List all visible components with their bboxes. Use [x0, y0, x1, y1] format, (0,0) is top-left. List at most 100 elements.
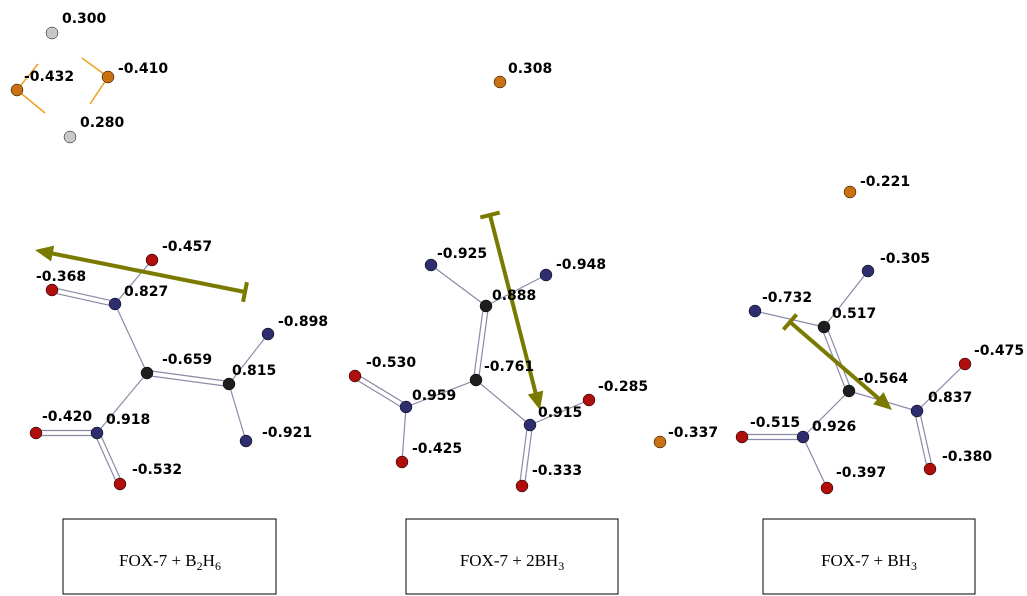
- charge-label: -0.457: [162, 239, 212, 255]
- charge-label: -0.368: [36, 269, 86, 285]
- dipole-arrowhead: [35, 246, 54, 262]
- charge-label: -0.285: [598, 379, 648, 395]
- atom: [797, 431, 809, 443]
- charge-label: 0.918: [106, 412, 150, 428]
- caption-text: H: [203, 551, 215, 570]
- atom: [821, 482, 833, 494]
- charge-label: -0.530: [366, 355, 416, 371]
- molecule: 0.300 -0.432 -0.410 0.280 -0.457 -0.368 0.827 -…: [11, 11, 328, 490]
- charge-label: -0.564: [858, 371, 908, 387]
- dipole-arrow: [790, 322, 881, 401]
- caption: FOX-7 + BH3: [821, 551, 917, 573]
- charge-label: -0.659: [162, 352, 212, 368]
- atom: [470, 374, 482, 386]
- charge-label: -0.305: [880, 251, 930, 267]
- atom: [583, 394, 595, 406]
- charge-label: -0.948: [556, 257, 606, 273]
- caption-subscript: 6: [215, 559, 221, 573]
- atom: [425, 259, 437, 271]
- charge-label: 0.280: [80, 115, 125, 131]
- charge-label: 0.827: [124, 284, 168, 300]
- bond: [147, 375, 229, 386]
- atom: [91, 427, 103, 439]
- atom: [102, 71, 114, 83]
- bond: [474, 306, 484, 380]
- atom: [114, 478, 126, 490]
- bond: [402, 407, 406, 462]
- bond: [99, 432, 122, 483]
- atom: [924, 463, 936, 475]
- bond: [115, 304, 147, 373]
- bond: [803, 437, 827, 488]
- charge-label: 0.888: [492, 288, 536, 304]
- atom: [396, 456, 408, 468]
- charge-label: -0.337: [668, 425, 718, 441]
- atom: [240, 435, 252, 447]
- caption-subscript: 3: [911, 559, 917, 573]
- caption-text: FOX-7 + BH: [821, 551, 911, 570]
- charge-label: 0.959: [412, 388, 456, 404]
- charge-label: -0.532: [132, 462, 182, 478]
- atom: [654, 436, 666, 448]
- atom: [749, 305, 761, 317]
- atom: [141, 367, 153, 379]
- charge-label: -0.432: [24, 69, 74, 85]
- charge-label: 0.815: [232, 363, 276, 379]
- charge-label: -0.475: [974, 343, 1024, 359]
- atom: [480, 300, 492, 312]
- atom: [818, 321, 830, 333]
- atom: [736, 431, 748, 443]
- atom: [46, 284, 58, 296]
- charge-label: -0.425: [412, 441, 462, 457]
- atom: [223, 378, 235, 390]
- atom: [349, 370, 361, 382]
- bond: [476, 380, 530, 425]
- atom: [524, 419, 536, 431]
- bond: [229, 384, 246, 441]
- charge-label: 0.915: [538, 405, 582, 421]
- charge-label: 0.300: [62, 11, 107, 27]
- atom: [30, 427, 42, 439]
- caption-subscript: 3: [558, 559, 564, 573]
- charge-label: 0.517: [832, 306, 876, 322]
- atom: [146, 254, 158, 266]
- atom: [540, 269, 552, 281]
- charge-label: -0.333: [532, 463, 582, 479]
- charge-label: -0.515: [750, 415, 800, 431]
- atom: [516, 480, 528, 492]
- atom: [844, 186, 856, 198]
- charge-label: -0.921: [262, 425, 312, 441]
- atom: [11, 84, 23, 96]
- bond: [95, 434, 118, 485]
- molecule: 0.308 -0.925 -0.948 0.888 -0.761 -0.530 0.959 -…: [349, 61, 718, 492]
- caption: FOX-7 + 2BH3: [460, 551, 564, 573]
- atom: [911, 405, 923, 417]
- charge-label: -0.925: [437, 246, 487, 262]
- charge-label: -0.380: [942, 449, 992, 465]
- charge-label: -0.410: [118, 61, 168, 77]
- caption-text: FOX-7 + B: [119, 551, 197, 570]
- caption-text: FOX-7 + 2BH: [460, 551, 558, 570]
- caption: FOX-7 + B2H6: [119, 551, 221, 573]
- bond: [147, 371, 229, 382]
- bond: [356, 374, 407, 405]
- molecule: -0.221-0.305-0.7320.517-0.475-0.5640.837…: [736, 174, 1024, 494]
- charge-label: 0.926: [812, 419, 856, 435]
- atom: [109, 298, 121, 310]
- atom: [46, 27, 58, 39]
- charge-label: -0.420: [42, 409, 92, 425]
- charge-label: -0.397: [836, 465, 886, 481]
- atom: [64, 131, 76, 143]
- atom: [862, 265, 874, 277]
- atom: [843, 385, 855, 397]
- charge-label: 0.837: [928, 390, 972, 406]
- charge-label: -0.221: [860, 174, 910, 190]
- atom: [400, 401, 412, 413]
- charge-label: -0.761: [484, 359, 534, 375]
- bond: [431, 265, 486, 306]
- diagram: 0.300 -0.432 -0.410 0.280 -0.457 -0.368 0.827 -…: [0, 0, 1027, 596]
- charge-label: 0.308: [508, 61, 552, 77]
- charge-label: -0.898: [278, 314, 328, 330]
- atom: [959, 358, 971, 370]
- bridge-bonds: [17, 58, 108, 113]
